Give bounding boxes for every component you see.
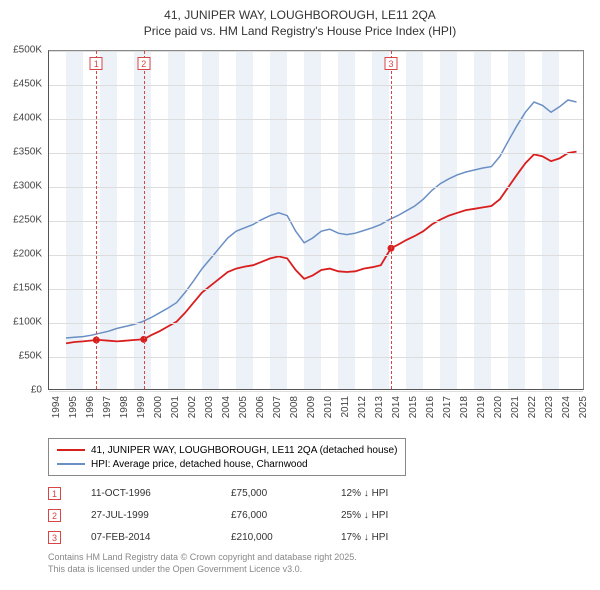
sale-date: 11-OCT-1996 [91,488,231,499]
legend-swatch [57,449,85,451]
gridline [49,153,583,154]
x-tick-label: 2021 [510,396,521,418]
y-tick-label: £250K [13,215,42,226]
x-tick-label: 2000 [153,396,164,418]
x-tick-label: 2009 [306,396,317,418]
x-tick-label: 2007 [272,396,283,418]
y-tick-label: £50K [19,351,42,362]
sale-marker-box: 2 [137,57,150,70]
sale-marker-box: 2 [48,509,61,522]
plot-area: 1 2 3 [48,50,584,390]
sale-marker-line [96,51,97,389]
x-tick-label: 1995 [68,396,79,418]
x-tick-label: 2012 [357,396,368,418]
attribution-line-2: This data is licensed under the Open Gov… [48,564,357,576]
sale-marker-box: 1 [48,487,61,500]
x-axis-labels: 1994 1995 1996 1997 1998 1999 2000 2001 2002 2003… [48,392,584,432]
x-tick-label: 1994 [51,396,62,418]
gridline [49,221,583,222]
gridline [49,187,583,188]
y-tick-label: £350K [13,147,42,158]
x-tick-label: 2025 [578,396,589,418]
sale-marker-line [144,51,145,389]
gridline [49,357,583,358]
chart-container: 41, JUNIPER WAY, LOUGHBOROUGH, LE11 2QA … [0,0,600,590]
sale-delta: 17% ↓ HPI [341,532,441,543]
x-tick-label: 2022 [527,396,538,418]
x-tick-label: 2017 [442,396,453,418]
sales-row: 3 07-FEB-2014 £210,000 17% ↓ HPI [48,526,441,548]
chart-svg [49,51,583,389]
sale-marker-line [391,51,392,389]
x-tick-label: 2018 [459,396,470,418]
sale-price: £75,000 [231,488,341,499]
gridline [49,289,583,290]
x-tick-label: 2005 [238,396,249,418]
x-tick-label: 2002 [187,396,198,418]
attribution-line-1: Contains HM Land Registry data © Crown c… [48,552,357,564]
gridline [49,323,583,324]
x-tick-label: 2010 [323,396,334,418]
sale-date: 07-FEB-2014 [91,532,231,543]
x-tick-label: 2023 [544,396,555,418]
gridline [49,85,583,86]
y-axis-labels: £0£50K£100K£150K£200K£250K£300K£350K£400… [0,50,46,390]
x-tick-label: 2016 [425,396,436,418]
series-hpi [66,100,577,338]
x-tick-label: 2001 [170,396,181,418]
title-line-1: 41, JUNIPER WAY, LOUGHBOROUGH, LE11 2QA [0,8,600,24]
x-tick-label: 1997 [102,396,113,418]
x-tick-label: 2006 [255,396,266,418]
sale-marker-box: 3 [385,57,398,70]
legend: 41, JUNIPER WAY, LOUGHBOROUGH, LE11 2QA … [48,438,406,476]
legend-swatch [57,463,85,465]
attribution: Contains HM Land Registry data © Crown c… [48,552,357,575]
x-tick-label: 1999 [136,396,147,418]
x-tick-label: 2024 [561,396,572,418]
x-tick-label: 2013 [374,396,385,418]
sales-table: 1 11-OCT-1996 £75,000 12% ↓ HPI 2 27-JUL… [48,482,441,548]
sale-date: 27-JUL-1999 [91,510,231,521]
y-tick-label: £0 [31,385,42,396]
y-tick-label: £400K [13,113,42,124]
x-tick-label: 2011 [340,396,351,418]
y-tick-label: £450K [13,79,42,90]
x-tick-label: 2003 [204,396,215,418]
chart-title: 41, JUNIPER WAY, LOUGHBOROUGH, LE11 2QA … [0,0,600,39]
x-tick-label: 2015 [408,396,419,418]
legend-item: 41, JUNIPER WAY, LOUGHBOROUGH, LE11 2QA … [57,443,397,457]
x-tick-label: 1996 [85,396,96,418]
y-tick-label: £300K [13,181,42,192]
legend-item: HPI: Average price, detached house, Char… [57,457,397,471]
title-line-2: Price paid vs. HM Land Registry's House … [0,24,600,40]
x-tick-label: 2019 [476,396,487,418]
sale-delta: 12% ↓ HPI [341,488,441,499]
y-tick-label: £200K [13,249,42,260]
legend-label: HPI: Average price, detached house, Char… [91,459,308,470]
y-tick-label: £100K [13,317,42,328]
sale-price: £210,000 [231,532,341,543]
sale-price: £76,000 [231,510,341,521]
y-tick-label: £150K [13,283,42,294]
series-property [66,152,577,344]
x-tick-label: 2008 [289,396,300,418]
x-tick-label: 2020 [493,396,504,418]
x-tick-label: 2014 [391,396,402,418]
gridline [49,255,583,256]
sale-marker-box: 3 [48,531,61,544]
sales-row: 2 27-JUL-1999 £76,000 25% ↓ HPI [48,504,441,526]
y-tick-label: £500K [13,45,42,56]
legend-label: 41, JUNIPER WAY, LOUGHBOROUGH, LE11 2QA … [91,445,397,456]
x-tick-label: 1998 [119,396,130,418]
x-tick-label: 2004 [221,396,232,418]
sales-row: 1 11-OCT-1996 £75,000 12% ↓ HPI [48,482,441,504]
sale-delta: 25% ↓ HPI [341,510,441,521]
sale-marker-box: 1 [90,57,103,70]
gridline [49,51,583,52]
gridline [49,119,583,120]
